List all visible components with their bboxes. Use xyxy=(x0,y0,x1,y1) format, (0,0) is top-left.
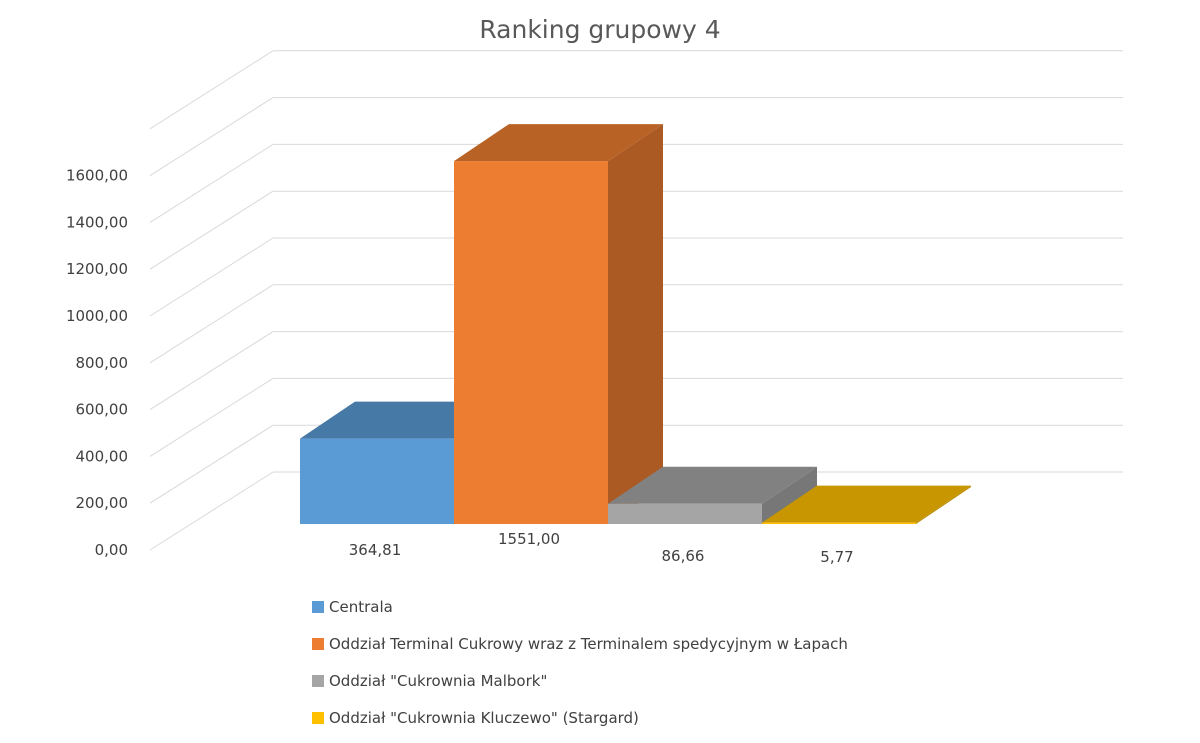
gridline-side xyxy=(149,331,274,411)
bar-top-face xyxy=(608,466,817,504)
bar-top-face xyxy=(454,124,663,162)
y-tick-label: 800,00 xyxy=(76,354,129,372)
y-tick-label: 0,00 xyxy=(95,541,128,559)
legend-label: Oddział "Cukrownia Malbork" xyxy=(329,671,548,690)
y-tick-label: 400,00 xyxy=(76,447,129,465)
y-tick-label: 1600,00 xyxy=(66,167,128,185)
chart-title: Ranking grupowy 4 xyxy=(479,15,720,44)
data-label: 5,77 xyxy=(820,548,853,566)
bar-front-face xyxy=(300,438,454,524)
legend-item: Oddział "Cukrownia Malbork" xyxy=(312,662,848,699)
gridline-side xyxy=(149,471,274,551)
y-tick-label: 1200,00 xyxy=(66,260,128,278)
gridline-side xyxy=(149,190,274,270)
gridline-side xyxy=(149,284,274,364)
legend-item: Centrala xyxy=(312,588,848,625)
bar xyxy=(454,124,663,525)
bar xyxy=(762,485,971,524)
legend-item: Oddział Terminal Cukrowy wraz z Terminal… xyxy=(312,625,848,662)
y-tick-label: 1400,00 xyxy=(66,213,128,231)
bar-top-face xyxy=(762,485,971,523)
bar xyxy=(608,466,817,524)
legend-swatch xyxy=(312,711,324,724)
bar-front-face xyxy=(608,503,762,524)
legend-label: Oddział Terminal Cukrowy wraz z Terminal… xyxy=(329,634,848,653)
y-tick-label: 1000,00 xyxy=(66,307,128,325)
legend-label: Oddział "Cukrownia Kluczewo" (Stargard) xyxy=(329,708,639,727)
data-label: 86,66 xyxy=(662,547,705,565)
gridline-side xyxy=(149,97,274,177)
legend-swatch xyxy=(312,637,324,650)
y-tick-label: 600,00 xyxy=(76,401,129,419)
gridline-side xyxy=(149,377,274,457)
bar-front-face xyxy=(762,522,916,524)
y-tick-label: 200,00 xyxy=(76,494,129,512)
data-label: 364,81 xyxy=(349,541,402,559)
legend-swatch xyxy=(312,600,324,613)
gridline-side xyxy=(149,237,274,317)
bar-side-face xyxy=(762,466,817,524)
legend: Centrala Oddział Terminal Cukrowy wraz z … xyxy=(312,588,848,736)
legend-item: Oddział "Cukrownia Kluczewo" (Stargard) xyxy=(312,699,848,736)
bar-side-face xyxy=(916,485,971,524)
gridline-side xyxy=(149,50,274,130)
legend-swatch xyxy=(312,674,324,687)
y-axis-ticks: 0,00 200,00 400,00 600,00 800,00 1000,00 1200,… xyxy=(66,167,128,559)
data-label: 1551,00 xyxy=(498,530,560,548)
gridline-side xyxy=(149,424,274,504)
bar-front-face xyxy=(454,161,608,525)
bar-side-face xyxy=(608,124,663,524)
data-labels: 364,81 1551,00 86,66 5,77 xyxy=(349,530,854,566)
legend-label: Centrala xyxy=(329,597,393,616)
gridline-side xyxy=(149,143,274,223)
bars xyxy=(300,124,971,525)
